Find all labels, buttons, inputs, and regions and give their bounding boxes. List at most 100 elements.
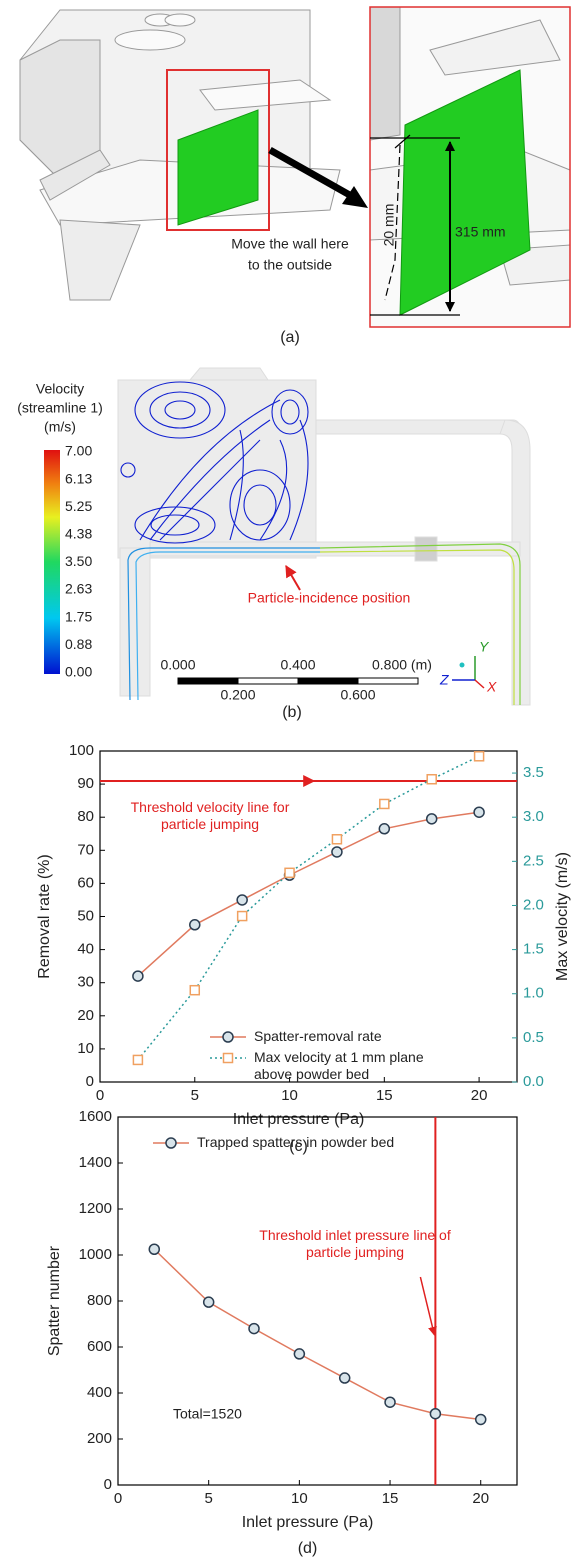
y-tick-label: 0 [86,1073,94,1090]
y2-tick-label: 0.5 [523,1029,544,1046]
y2-tick-label: 1.0 [523,985,544,1002]
x-tick-label: 10 [291,1490,308,1507]
y-axis-label: Spatter number [46,1245,63,1356]
marker [293,1348,306,1360]
legend-label: Trapped spatters in powder bed [197,1134,395,1150]
annotation: Move the wall here [231,236,349,252]
threshold-label: Threshold velocity line for particle jum… [130,799,290,832]
scale-label: 0.600 [340,687,375,703]
legend-label: Max velocity at 1 mm plane above powder … [254,1049,424,1082]
arrow [268,146,357,202]
y-tick-label: 600 [87,1338,112,1355]
dimension-label: 315 mm [455,224,506,240]
panel-label: (c) [289,1138,308,1155]
marker [338,1372,351,1384]
marker [379,798,390,810]
y-tick-label: 800 [87,1292,112,1309]
y-tick-label: 20 [77,1007,94,1024]
zoom-box [369,6,571,328]
x-tick-label: 0 [96,1087,104,1104]
y-tick-label: 80 [77,808,94,825]
colorbar-title: (streamline 1) [17,400,103,416]
marker [378,823,391,835]
dimension-lines [370,134,460,316]
marker [189,919,201,931]
marker [189,984,201,996]
y-tick-label: 90 [77,775,94,792]
wall [177,109,259,226]
scale-label: 0.800 (m) [372,657,432,673]
legend-marker [165,1137,177,1149]
y-tick-label: 40 [77,941,94,958]
colorbar-title: (m/s) [44,419,76,435]
colorbar [44,450,60,674]
annotation: Total=1520 [173,1406,242,1422]
pipe-streamlines [127,543,521,705]
dimension-label: 20 mm [381,204,397,247]
x-tick-label: 15 [376,1087,393,1104]
y-tick-label: 100 [69,742,94,759]
marker [331,834,343,845]
y2-tick-label: 2.5 [523,852,544,869]
colorbar-label: 3.50 [65,553,92,569]
y2-tick-label: 0.0 [523,1073,544,1090]
plot-frame [117,1116,518,1486]
scale-label: 0.400 [280,657,315,673]
annotation: to the outside [248,257,332,273]
legend-marker [222,1031,234,1043]
y-tick-label: 1200 [79,1200,112,1217]
colorbar-label: 4.38 [65,526,92,542]
colorbar-label: 2.63 [65,581,92,597]
series-line [137,755,480,1061]
y-tick-label: 1400 [79,1154,112,1171]
scale-bar [177,677,419,685]
y-tick-label: 30 [77,974,94,991]
y-tick-label: 400 [87,1384,112,1401]
wall-zoom [399,69,531,316]
marker [474,1413,487,1426]
x-tick-label: 0 [114,1490,122,1507]
series-line [137,811,480,977]
x-tick-label: 5 [205,1490,213,1507]
y-tick-label: 70 [77,841,94,858]
panel-label: (a) [280,329,300,346]
marker [248,1322,260,1335]
annotation: Particle-incidence position [248,590,411,606]
streamlines [120,381,309,544]
threshold-arrow [419,1276,437,1336]
axes-triad [452,656,485,689]
marker [132,1054,144,1066]
marker [148,1243,161,1255]
x-tick-label: 10 [281,1087,298,1104]
axis-letter: Z [439,672,449,688]
x-tick-label: 20 [471,1087,488,1104]
marker [425,813,438,825]
marker [132,970,144,982]
scale-label: 0.200 [220,687,255,703]
colorbar-label: 1.75 [65,608,92,624]
series-line [153,1248,481,1421]
y-tick-label: 50 [77,907,94,924]
colorbar-title: Velocity [36,381,84,397]
axis-letter: Y [479,639,490,655]
y-tick-label: 0 [104,1476,112,1493]
y2-tick-label: 3.0 [523,808,544,825]
x-axis-label: Inlet pressure (Pa) [242,1514,374,1531]
x-tick-label: 20 [472,1490,489,1507]
y2-tick-label: 2.0 [523,896,544,913]
y2-axis-label: Max velocity (m/s) [554,852,571,981]
y-tick-label: 10 [77,1040,94,1057]
marker [202,1296,215,1308]
colorbar-label: 7.00 [65,443,92,459]
y-tick-label: 200 [87,1430,112,1447]
threshold-label: Threshold inlet pressure line of particl… [259,1227,451,1260]
colorbar-label: 6.13 [65,470,92,486]
x-tick-label: 5 [191,1087,199,1104]
y-tick-label: 1600 [79,1108,112,1125]
arrow-head [342,186,368,208]
marker [284,867,295,879]
legend-marker [222,1052,234,1064]
colorbar-label: 0.88 [65,636,92,652]
